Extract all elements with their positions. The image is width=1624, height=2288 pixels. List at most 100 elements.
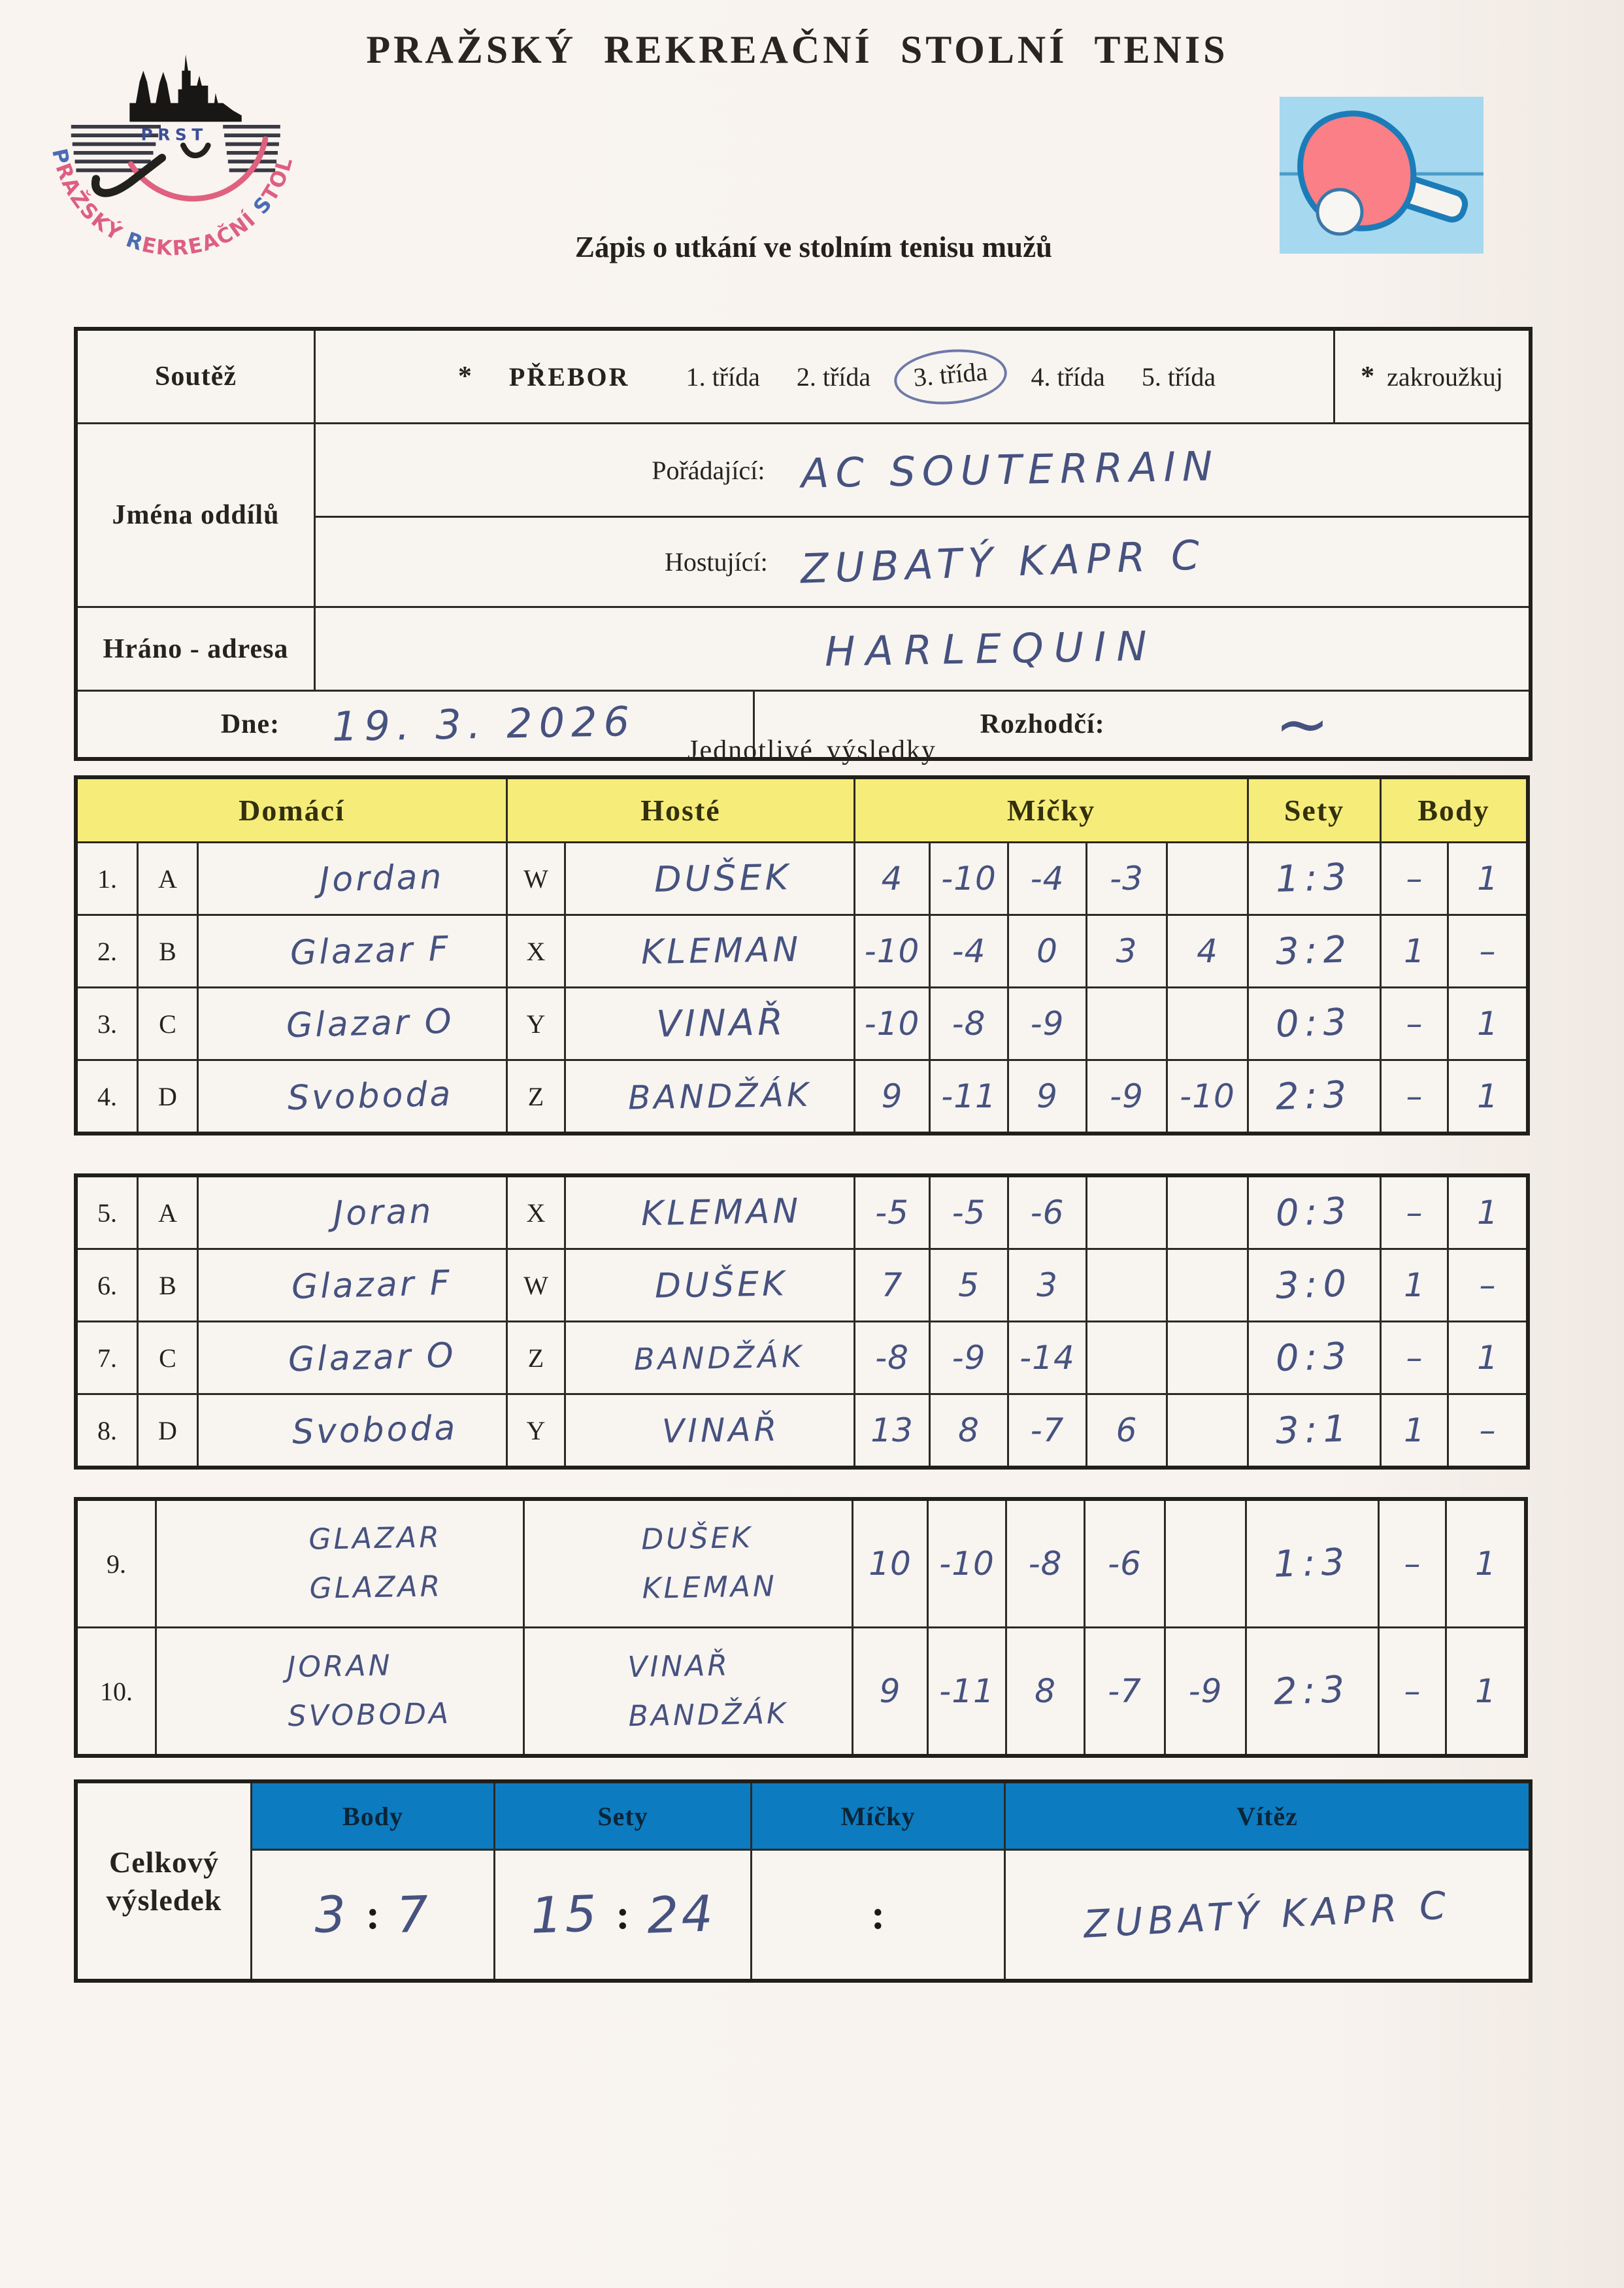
- ball-score: -7: [1085, 1628, 1164, 1754]
- guest-letter: Z: [508, 1061, 564, 1132]
- logo-abbr: PRST: [141, 126, 207, 144]
- total-label-cell: Celkový výsledek: [78, 1783, 250, 1979]
- ball-score: -10: [929, 1501, 1005, 1626]
- point-home: –: [1382, 1061, 1447, 1132]
- home-pair: GLAZAR GLAZAR: [157, 1501, 523, 1626]
- ball-score: -5: [855, 1177, 929, 1248]
- guest-player: BANDŽÁK: [566, 1322, 853, 1393]
- point-home: –: [1380, 1628, 1445, 1754]
- row-num: 8.: [78, 1395, 137, 1466]
- home-team-cell: Pořádající: AC SOUTERRAIN: [316, 424, 1529, 516]
- hatch-right: [223, 124, 280, 173]
- ball: [1316, 188, 1364, 236]
- ball-score: -10: [855, 988, 929, 1059]
- venue-value: HARLEQUIN: [824, 622, 1157, 675]
- guest-pair: VINAŘ BANDŽÁK: [525, 1628, 852, 1754]
- total-body-value: 3 : 7: [252, 1851, 493, 1979]
- ball-score: [1087, 1250, 1166, 1321]
- printed-colon: :: [870, 1891, 886, 1938]
- guest-letter: W: [508, 843, 564, 914]
- guest-letter: X: [508, 916, 564, 986]
- page-subtitle: Zápis o utkání ve stolním tenisu mužů: [574, 231, 1053, 263]
- point-guest: 1: [1447, 1628, 1524, 1754]
- option-3-trida-circled: 3. třída: [891, 345, 1010, 409]
- guest-player: BANDŽÁK: [566, 1061, 853, 1132]
- date-label: Dne:: [220, 709, 280, 739]
- sets-score: 0:3: [1249, 1177, 1380, 1248]
- ball-score: 5: [931, 1250, 1007, 1321]
- ball-score: [1087, 1322, 1166, 1393]
- row-num: 9.: [78, 1501, 155, 1626]
- venue-label-cell: Hráno - adresa: [78, 608, 314, 690]
- point-home: –: [1380, 1501, 1445, 1626]
- ball-score: [1168, 1177, 1247, 1248]
- sets-score: 0:3: [1249, 1322, 1380, 1393]
- guest-letter: W: [508, 1250, 564, 1321]
- ball-score: -14: [1009, 1322, 1085, 1393]
- ball-score: 4: [1168, 916, 1247, 986]
- home-player: Jordan: [199, 843, 506, 914]
- point-guest: –: [1449, 916, 1526, 986]
- circle-hint-cell: * zakroužkuj: [1335, 331, 1529, 422]
- point-home: 1: [1382, 1395, 1447, 1466]
- home-player: Svoboda: [199, 1061, 506, 1132]
- point-guest: 1: [1447, 1501, 1524, 1626]
- match-info-table: Soutěž * PŘEBOR 1. třída 2. třída 3. tří…: [74, 327, 1533, 761]
- ball-score: [1168, 1250, 1247, 1321]
- row-num: 4.: [78, 1061, 137, 1132]
- total-body-home: 3: [313, 1885, 350, 1944]
- home-pair: JORAN SVOBODA: [157, 1628, 523, 1754]
- ball-score: -10: [1168, 1061, 1247, 1132]
- ball-score: 9: [855, 1061, 929, 1132]
- option-prebor: PŘEBOR: [508, 362, 630, 392]
- guest-player: KLEMAN: [566, 1177, 853, 1248]
- ball-score: -4: [1009, 843, 1085, 914]
- eye-check: [180, 143, 211, 159]
- point-guest: –: [1449, 1395, 1526, 1466]
- point-guest: 1: [1449, 843, 1526, 914]
- option-2-trida: 2. třída: [796, 362, 871, 392]
- hint-star: *: [1361, 362, 1376, 392]
- home-player: Glazar F: [199, 1250, 506, 1321]
- option-4-trida: 4. třída: [1031, 362, 1105, 392]
- ball-score: -9: [1009, 988, 1085, 1059]
- ball-score: 10: [853, 1501, 927, 1626]
- referee-value: ∼: [1274, 686, 1330, 762]
- guest-player: VINAŘ: [566, 988, 853, 1059]
- ball-score: -3: [1087, 843, 1166, 914]
- ball-score: 13: [855, 1395, 929, 1466]
- row-num: 1.: [78, 843, 137, 914]
- total-header-vitez: Vítěz: [1006, 1783, 1529, 1849]
- row-num: 2.: [78, 916, 137, 986]
- row-num: 5.: [78, 1177, 137, 1248]
- guest-team-value: ZUBATÝ KAPR C: [799, 530, 1207, 593]
- venue-cell: HARLEQUIN: [316, 608, 1529, 690]
- home-player: Svoboda: [199, 1395, 506, 1466]
- ball-score: -4: [931, 916, 1007, 986]
- point-home: 1: [1382, 916, 1447, 986]
- ball-score: [1168, 988, 1247, 1059]
- guest-letter: Y: [508, 988, 564, 1059]
- team-names-label-cell: Jména oddílů: [78, 424, 314, 606]
- ball-score: 3: [1087, 916, 1166, 986]
- home-team-label: Pořádající:: [652, 455, 765, 485]
- point-guest: –: [1449, 1250, 1526, 1321]
- winner-name: ZUBATÝ KAPR C: [1082, 1883, 1452, 1947]
- total-header-body: Body: [252, 1783, 493, 1849]
- hint-text: zakroužkuj: [1387, 362, 1503, 392]
- ball-score: [1168, 1395, 1247, 1466]
- total-label: Celkový výsledek: [106, 1845, 222, 1917]
- ball-score: -5: [931, 1177, 1007, 1248]
- sets-score: 3:0: [1249, 1250, 1380, 1321]
- guest-team-cell: Hostující: ZUBATÝ KAPR C: [316, 518, 1529, 606]
- ball-score: 7: [855, 1250, 929, 1321]
- competition-options-cell: * PŘEBOR 1. třída 2. třída 3. třída 4. t…: [316, 331, 1333, 422]
- guest-player: DUŠEK: [566, 843, 853, 914]
- total-body-guest: 7: [395, 1885, 433, 1944]
- ball-score: [1087, 1177, 1166, 1248]
- referee-label: Rozhodčí:: [980, 709, 1105, 739]
- guest-team-label: Hostující:: [664, 547, 768, 577]
- ball-score: 3: [1009, 1250, 1085, 1321]
- competition-label: Soutěž: [155, 362, 237, 392]
